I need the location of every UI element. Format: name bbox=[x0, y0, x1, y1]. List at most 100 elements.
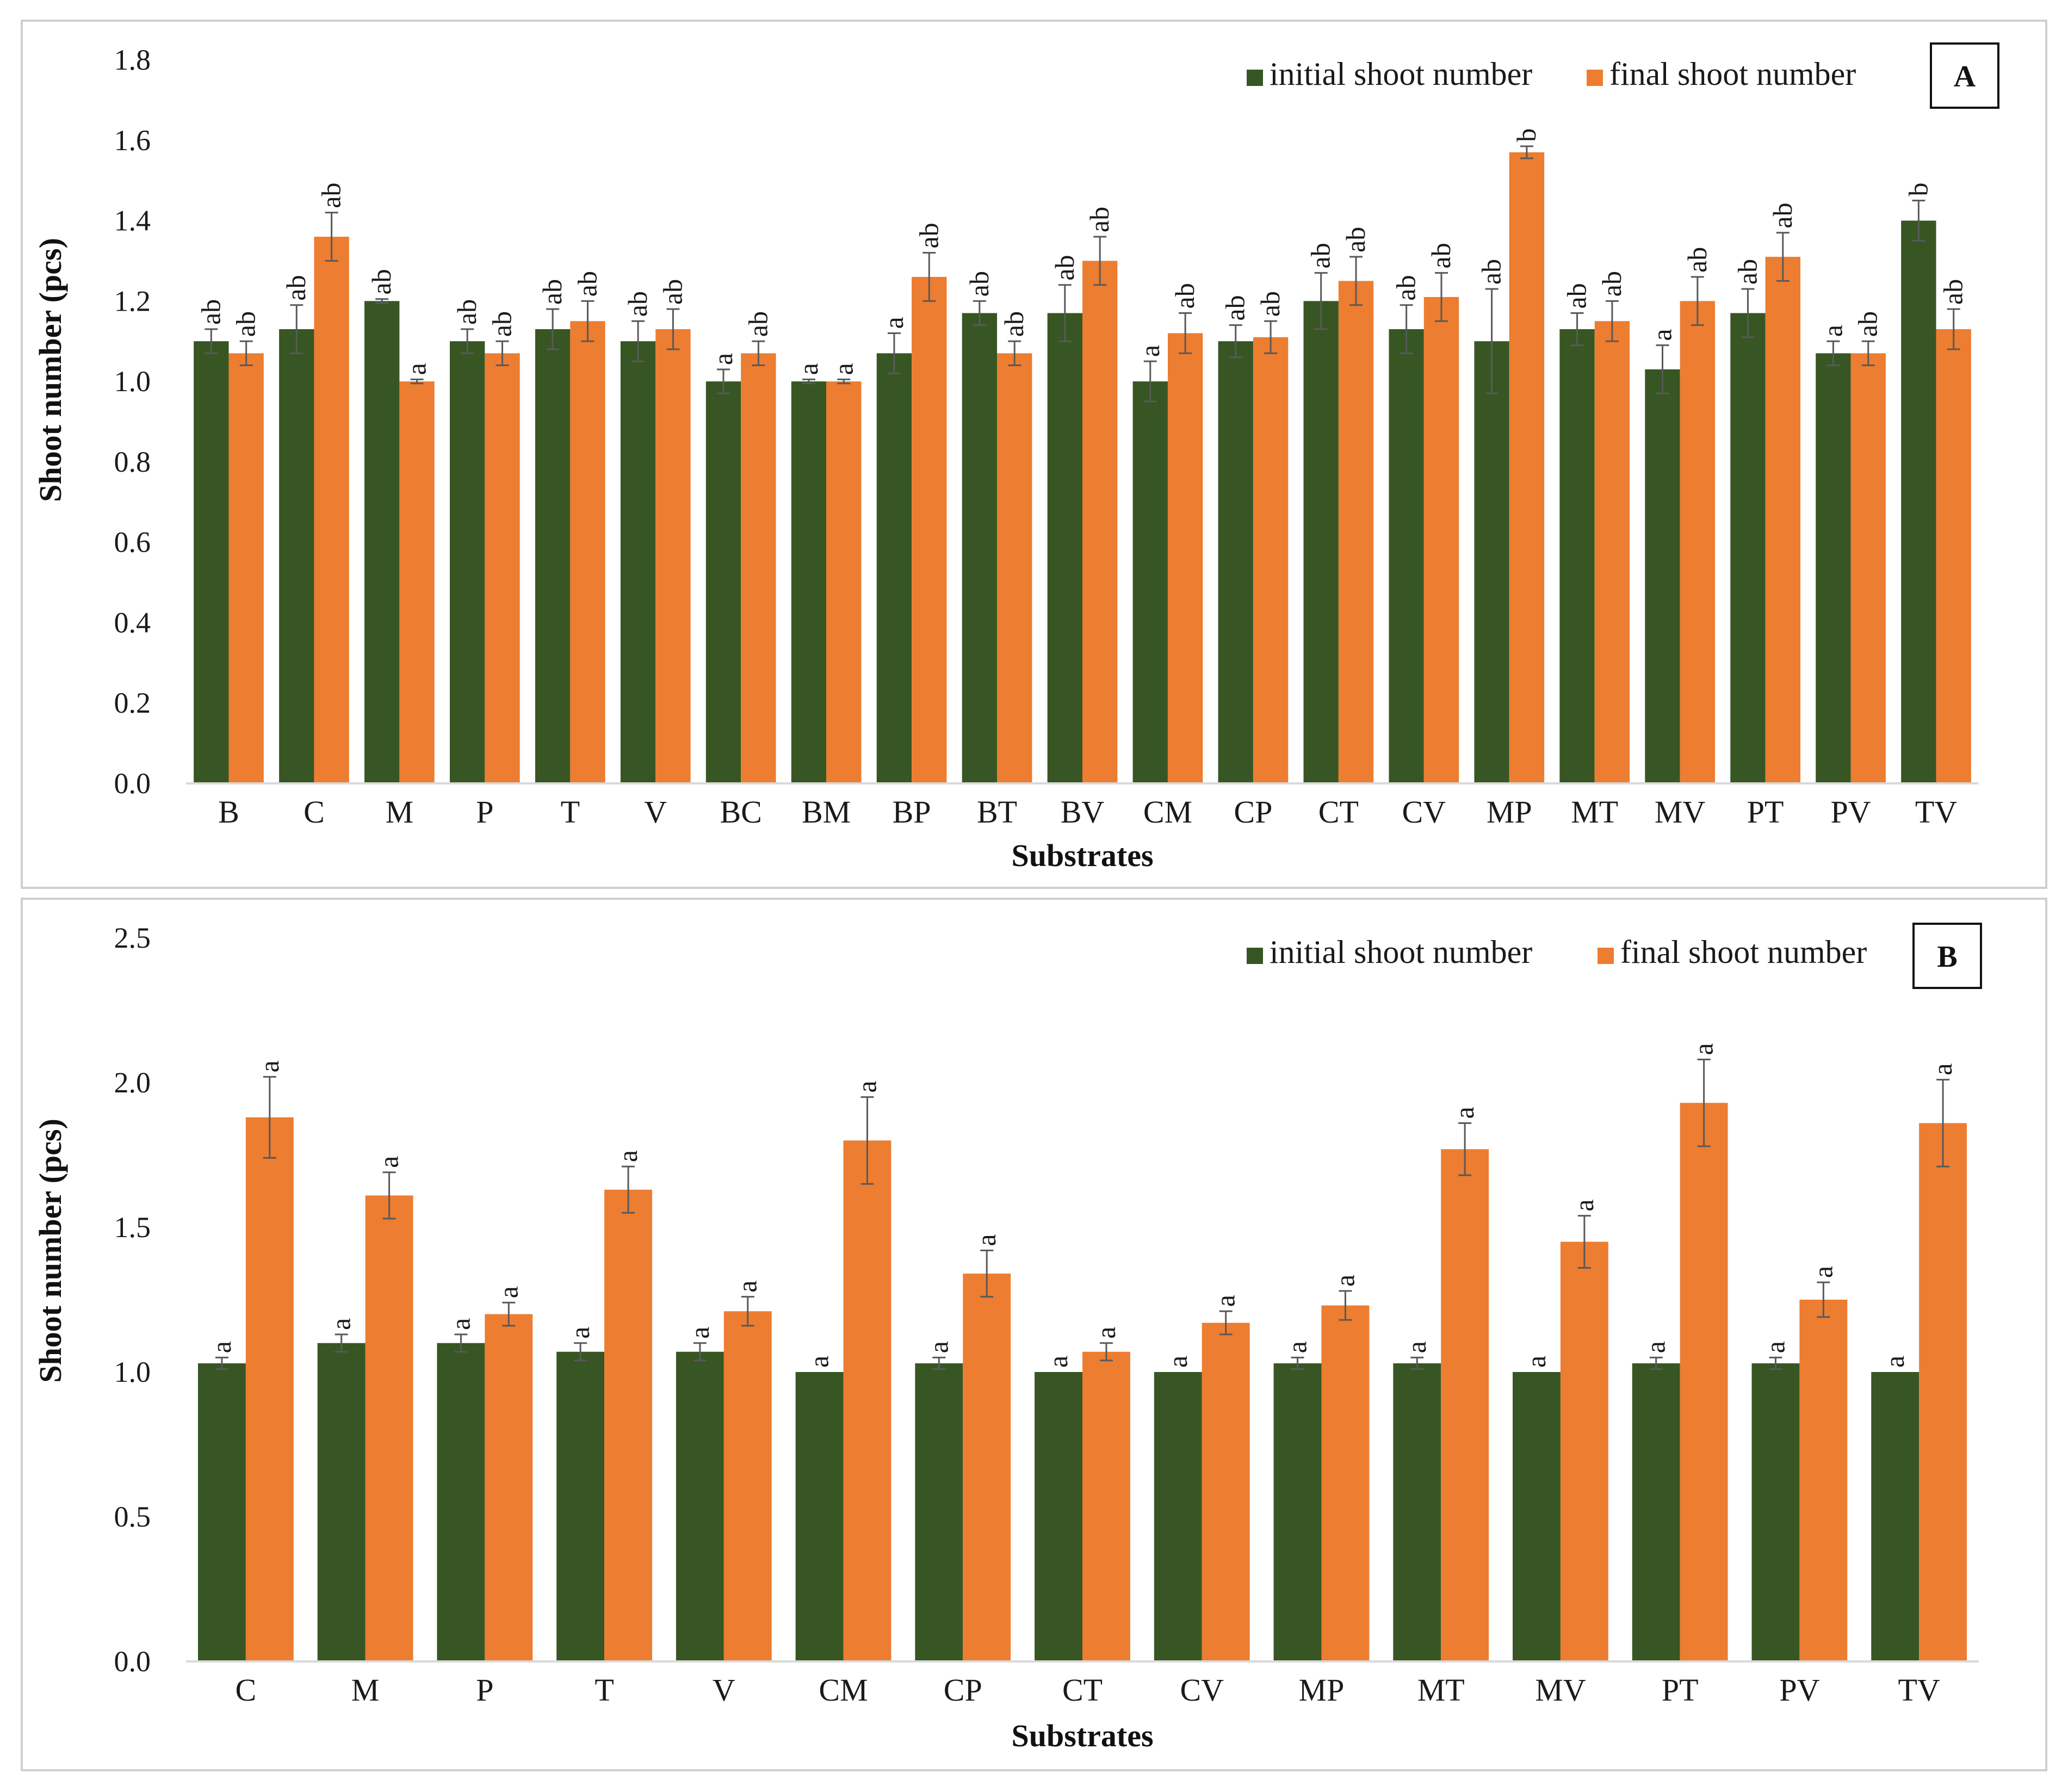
significance-letter: ab bbox=[366, 269, 397, 294]
significance-letter: a bbox=[708, 353, 738, 365]
significance-letter: a bbox=[1688, 1043, 1719, 1055]
significance-letter: a bbox=[804, 1356, 834, 1368]
bar-final-T bbox=[570, 321, 605, 783]
error-bars bbox=[205, 145, 1960, 403]
significance-letter: b bbox=[1903, 183, 1933, 196]
bar-final-TV bbox=[1936, 329, 1971, 783]
bar-final-MV bbox=[1680, 301, 1716, 783]
significance-letter: ab bbox=[622, 291, 653, 317]
significance-letter: a bbox=[1329, 1275, 1360, 1287]
significance-letter: a bbox=[923, 1341, 953, 1353]
bar-initial-BP bbox=[876, 353, 912, 783]
bar-final-M bbox=[365, 1195, 413, 1661]
bar-final-CM bbox=[1167, 333, 1203, 783]
bar-initial-MP bbox=[1273, 1363, 1322, 1661]
bar-initial-TV bbox=[1901, 220, 1936, 783]
significance-letter: a bbox=[1210, 1295, 1241, 1307]
y-tick-label: 0.4 bbox=[114, 606, 151, 639]
significance-letter: a bbox=[1640, 1341, 1671, 1353]
significance-letter: a bbox=[851, 1080, 882, 1092]
bar-final-BC bbox=[741, 353, 776, 783]
x-tick-label: PT bbox=[1747, 794, 1784, 830]
significance-letter: a bbox=[1521, 1356, 1551, 1368]
x-tick-label: P bbox=[476, 1672, 493, 1708]
bar-initial-B bbox=[194, 341, 229, 783]
y-axis-title-text: Shoot number (pcs) bbox=[33, 1119, 68, 1383]
bar-initial-TV bbox=[1871, 1372, 1920, 1661]
bar-final-C bbox=[245, 1117, 294, 1661]
significance-letters: a a a a a a a a a a a a a a a a a a a a a a a a a a a a a a bbox=[206, 1043, 1958, 1368]
bar-final-CP bbox=[1253, 337, 1289, 783]
significance-letter: a bbox=[1569, 1200, 1599, 1212]
bar-initial-CV bbox=[1154, 1372, 1202, 1661]
x-tick-label: BM bbox=[802, 794, 851, 830]
x-tick-label: CP bbox=[944, 1672, 982, 1708]
x-tick-label: CT bbox=[1318, 794, 1359, 830]
bar-initial-PT bbox=[1730, 313, 1766, 783]
significance-letter: ab bbox=[964, 271, 994, 296]
y-tick-labels: 0.0 0.5 1.0 1.5 2.0 2.5 bbox=[114, 922, 151, 1678]
x-tick-label: T bbox=[561, 794, 580, 830]
significance-letter: a bbox=[1091, 1327, 1121, 1339]
significance-letter: ab bbox=[487, 311, 517, 337]
significance-letter: a bbox=[684, 1327, 715, 1339]
panel-label-a: A bbox=[1954, 60, 1976, 94]
error-bars bbox=[215, 1058, 1950, 1370]
x-tick-label: CT bbox=[1062, 1672, 1103, 1708]
significance-letter: ab bbox=[1732, 259, 1762, 285]
bar-initial-BM bbox=[791, 381, 827, 783]
bar-initial-CP bbox=[915, 1363, 963, 1661]
bar-initial-PV bbox=[1816, 353, 1851, 783]
significance-letter: ab bbox=[1596, 271, 1627, 296]
significance-letter: a bbox=[828, 363, 858, 375]
significance-letter: ab bbox=[231, 311, 261, 337]
y-tick-label: 1.4 bbox=[114, 205, 151, 237]
significance-letter: ab bbox=[1305, 243, 1336, 268]
legend-swatch-initial bbox=[1247, 948, 1263, 964]
significance-letter: a bbox=[971, 1234, 1001, 1246]
y-tick-label: 1.6 bbox=[114, 124, 151, 157]
y-tick-label: 0.6 bbox=[114, 526, 151, 559]
significance-letter: ab bbox=[913, 223, 944, 248]
significance-letter: a bbox=[493, 1286, 523, 1298]
y-tick-label: 2.5 bbox=[114, 922, 151, 954]
bar-final-MT bbox=[1441, 1149, 1489, 1661]
x-tick-label: CM bbox=[1143, 794, 1192, 830]
x-axis-title: Substrates bbox=[1011, 1718, 1153, 1753]
bar-final-BV bbox=[1082, 261, 1118, 783]
legend-swatch-final bbox=[1598, 948, 1614, 964]
chart-panel-b: Shoot number (pcs) 0.0 0.5 1.0 1.5 2.0 2.5 a a… bbox=[21, 898, 2047, 1771]
x-tick-label: MV bbox=[1535, 1672, 1586, 1708]
x-tick-labels: C M P T V CM CP CT CV MP MT MV PT PV TV bbox=[236, 1672, 1940, 1708]
legend-label-final: final shoot number bbox=[1620, 934, 1867, 970]
bar-initial-CT bbox=[1303, 301, 1339, 783]
significance-letter: a bbox=[1879, 1356, 1910, 1368]
panel-label-b: B bbox=[1937, 940, 1957, 974]
chart-b-svg: Shoot number (pcs) 0.00.51.01.52.02.5 a a… bbox=[33, 922, 1982, 1753]
bar-marks bbox=[194, 152, 1971, 784]
x-tick-label: MV bbox=[1655, 794, 1706, 830]
bar-final-CV bbox=[1423, 296, 1459, 783]
significance-letter: ab bbox=[1767, 203, 1798, 228]
x-tick-labels: B C M P T V BC BM BP BT BV CM CP CT CV MP MT MV PT PV TV bbox=[218, 794, 1957, 830]
bar-final-T bbox=[604, 1189, 652, 1661]
y-tick-labels: 0.0 0.2 0.4 0.6 0.8 1.0 1.2 1.4 1.6 1.8 bbox=[114, 44, 151, 800]
significance-letter: ab bbox=[1426, 243, 1456, 268]
bar-final-BM bbox=[826, 381, 862, 783]
significance-letter: ab bbox=[1853, 311, 1883, 337]
bar-initial-V bbox=[676, 1351, 724, 1661]
x-tick-label: PT bbox=[1662, 1672, 1699, 1708]
significance-letter: ab bbox=[742, 311, 773, 337]
x-tick-label: MP bbox=[1487, 794, 1532, 830]
x-tick-label: BC bbox=[720, 794, 762, 830]
bar-initial-MV bbox=[1645, 369, 1680, 783]
bar-final-P bbox=[485, 353, 520, 783]
significance-letter: a bbox=[1135, 345, 1165, 357]
x-axis-title: Substrates bbox=[1011, 838, 1153, 873]
bar-initial-T bbox=[535, 329, 571, 783]
bar-initial-P bbox=[449, 341, 485, 783]
y-tick-label: 1.0 bbox=[114, 1356, 151, 1388]
bar-initial-CV bbox=[1389, 329, 1424, 783]
bar-initial-PV bbox=[1751, 1363, 1800, 1661]
